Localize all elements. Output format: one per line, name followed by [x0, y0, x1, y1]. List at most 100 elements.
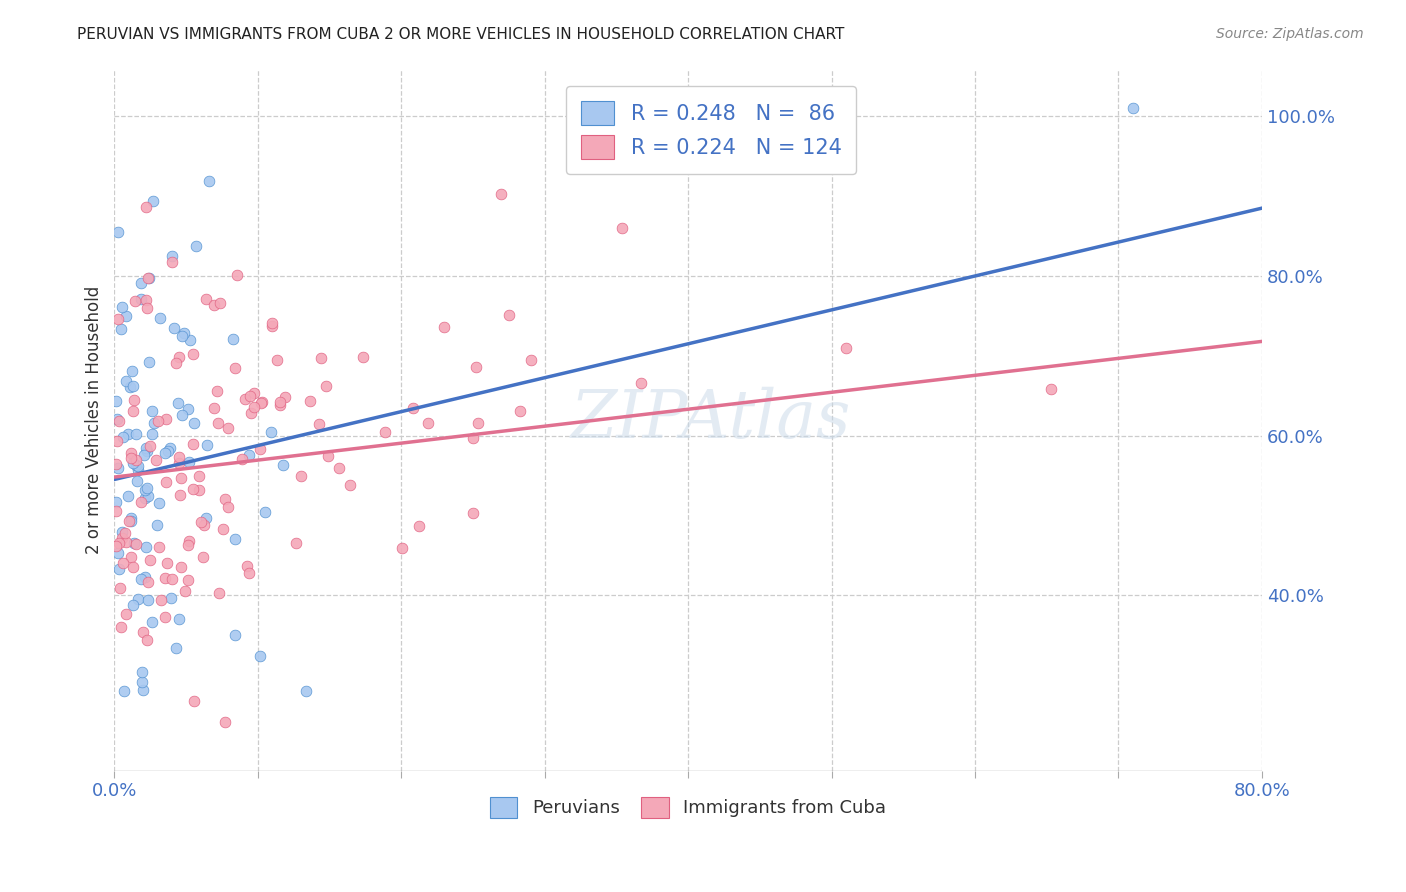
Point — [136, 270, 159, 285]
Point — [131, 573, 153, 587]
Point — [108, 536, 131, 550]
Point — [181, 482, 204, 496]
Point — [160, 254, 183, 268]
Point — [107, 546, 129, 560]
Point — [122, 536, 145, 550]
Point — [249, 648, 271, 663]
Point — [153, 446, 176, 460]
Point — [125, 458, 148, 472]
Y-axis label: 2 or more Vehicles in Household: 2 or more Vehicles in Household — [86, 285, 103, 554]
Point — [107, 225, 129, 239]
Point — [181, 346, 204, 360]
Point — [165, 356, 187, 370]
Point — [141, 615, 163, 629]
Point — [120, 380, 142, 394]
Point — [188, 468, 211, 483]
Point — [104, 457, 127, 471]
Point — [240, 406, 263, 420]
Point — [179, 333, 201, 347]
Point — [107, 461, 129, 475]
Point — [127, 474, 149, 488]
Point — [115, 607, 138, 622]
Point — [120, 451, 142, 466]
Point — [231, 451, 253, 466]
Point — [339, 477, 361, 491]
Point — [104, 504, 127, 518]
Point — [135, 481, 157, 495]
Point — [143, 416, 166, 430]
Point — [222, 332, 245, 346]
Point — [249, 396, 271, 410]
Point — [104, 495, 127, 509]
Point — [391, 541, 413, 556]
Point — [111, 557, 134, 571]
Point — [120, 549, 142, 564]
Point — [353, 350, 375, 364]
Point — [134, 569, 156, 583]
Point — [260, 319, 283, 334]
Point — [120, 446, 142, 460]
Point — [153, 571, 176, 585]
Point — [165, 641, 187, 656]
Point — [148, 496, 170, 510]
Point — [236, 558, 259, 573]
Point — [131, 674, 153, 689]
Point — [238, 566, 260, 580]
Point — [124, 293, 146, 308]
Point — [260, 316, 283, 330]
Point — [129, 495, 152, 509]
Point — [104, 394, 127, 409]
Point — [117, 427, 139, 442]
Point — [112, 430, 135, 444]
Point — [309, 351, 332, 366]
Point — [509, 404, 531, 418]
Point — [183, 416, 205, 430]
Point — [141, 404, 163, 418]
Text: PERUVIAN VS IMMIGRANTS FROM CUBA 2 OR MORE VEHICLES IN HOUSEHOLD CORRELATION CHA: PERUVIAN VS IMMIGRANTS FROM CUBA 2 OR MO… — [77, 27, 845, 42]
Point — [253, 505, 276, 519]
Point — [169, 351, 191, 365]
Point — [172, 409, 194, 423]
Point — [408, 519, 430, 533]
Point — [117, 489, 139, 503]
Point — [108, 582, 131, 596]
Point — [141, 426, 163, 441]
Point — [214, 714, 236, 729]
Point — [202, 298, 225, 312]
Point — [169, 488, 191, 502]
Point — [177, 538, 200, 552]
Point — [160, 249, 183, 263]
Point — [1122, 102, 1144, 116]
Point — [138, 355, 160, 369]
Point — [224, 361, 246, 376]
Point — [135, 293, 157, 307]
Point — [271, 458, 294, 472]
Point — [243, 400, 266, 414]
Point — [115, 374, 138, 388]
Point — [160, 591, 183, 606]
Point — [120, 514, 142, 528]
Point — [139, 552, 162, 566]
Point — [208, 586, 231, 600]
Point — [207, 416, 229, 430]
Point — [402, 401, 425, 415]
Point — [284, 535, 307, 549]
Point — [174, 584, 197, 599]
Point — [160, 572, 183, 586]
Point — [115, 534, 138, 549]
Point — [107, 414, 129, 428]
Point — [179, 455, 201, 469]
Point — [239, 389, 262, 403]
Point — [177, 573, 200, 587]
Point — [127, 592, 149, 607]
Point — [155, 475, 177, 489]
Point — [167, 396, 190, 410]
Point — [135, 301, 157, 315]
Point — [110, 524, 132, 539]
Point — [489, 187, 512, 202]
Point — [122, 598, 145, 612]
Point — [114, 525, 136, 540]
Point — [134, 449, 156, 463]
Point — [146, 518, 169, 533]
Point — [266, 353, 288, 368]
